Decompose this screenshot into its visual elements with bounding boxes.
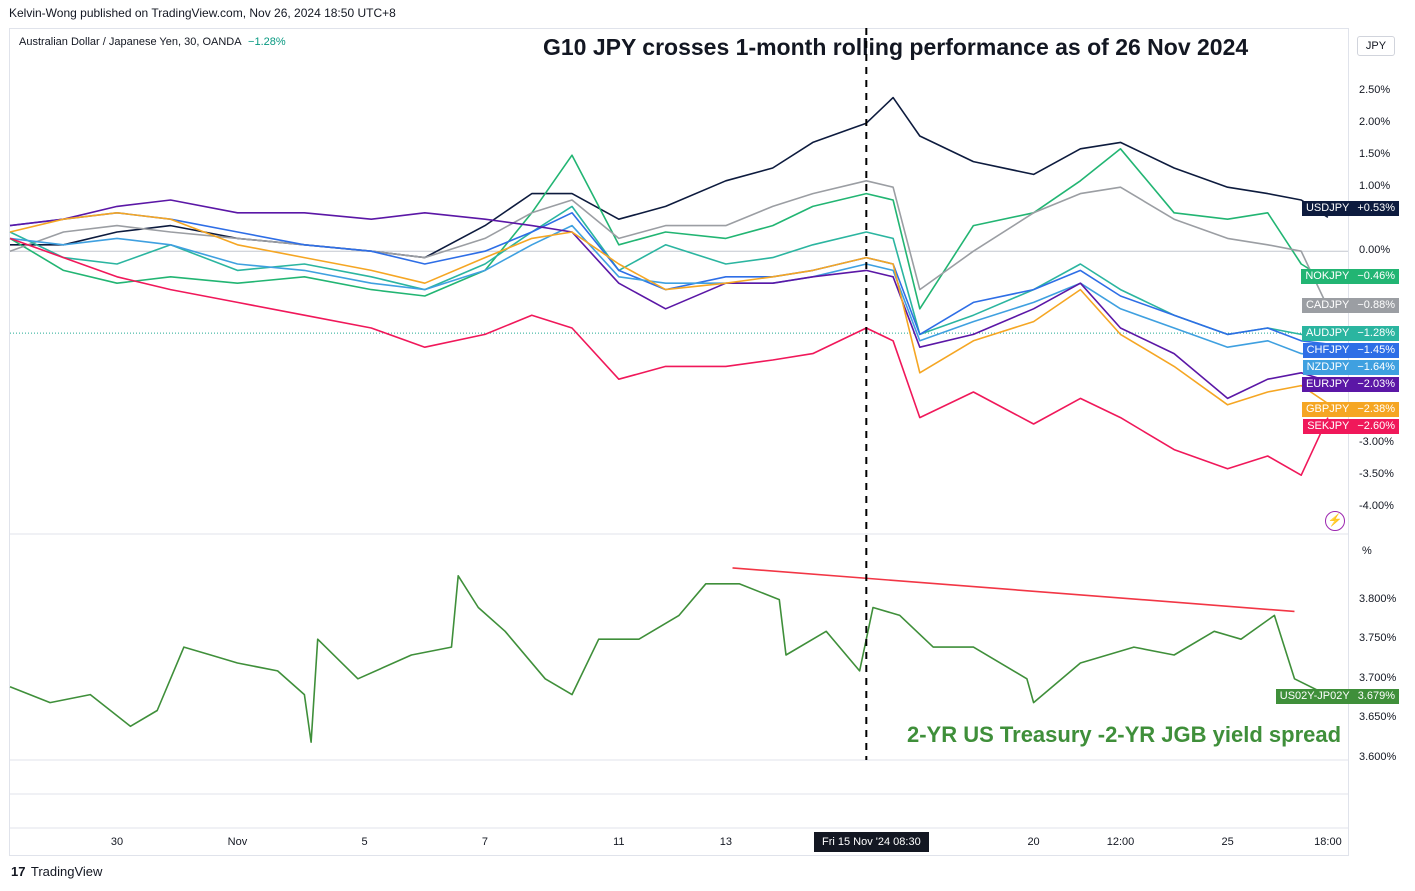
x-tick-label: 13 — [719, 836, 732, 848]
tag-value: −0.88% — [1353, 298, 1399, 313]
series-line-sekjpy — [9, 237, 1329, 477]
y-tick-label: 3.700% — [1359, 671, 1397, 684]
x-tick-label: 5 — [361, 836, 368, 848]
value-tag-chfjpy[interactable]: CHFJPY −1.45% — [1302, 343, 1399, 358]
series-line-eurjpy — [9, 199, 1329, 400]
y-tick-label: 3.600% — [1359, 751, 1397, 763]
lightning-icon[interactable]: ⚡ — [1325, 511, 1345, 531]
tag-value: 3.679% — [1353, 689, 1399, 704]
footer-brand-text: TradingView — [30, 864, 103, 879]
value-tag-eurjpy[interactable]: EURJPY −2.03% — [1301, 377, 1399, 392]
y-tick-label: -3.00% — [1359, 436, 1394, 449]
value-tag-nzdjpy[interactable]: NZDJPY −1.64% — [1302, 360, 1399, 375]
value-tag-sekjpy[interactable]: SEKJPY −2.60% — [1303, 419, 1399, 434]
tag-value: −2.38% — [1353, 402, 1399, 417]
tag-value: −1.28% — [1353, 326, 1399, 341]
publisher-header: Kelvin-Wong published on TradingView.com… — [9, 6, 396, 20]
y-tick-label: 2.00% — [1359, 116, 1391, 129]
spread-annotation: 2-YR US Treasury -2-YR JGB yield spread — [907, 722, 1342, 747]
series-line-chfjpy — [9, 212, 1328, 345]
tag-symbol: AUDJPY — [1301, 326, 1354, 341]
symbol-name: Australian Dollar / Japanese Yen, 30, OA… — [19, 36, 241, 48]
value-tag-us02y-jp02y[interactable]: US02Y-JP02Y 3.679% — [1275, 689, 1399, 704]
tag-value: −1.64% — [1353, 360, 1399, 375]
tag-symbol: CHFJPY — [1302, 343, 1354, 358]
x-tick-label: 7 — [481, 836, 489, 848]
value-tag-gbpjpy[interactable]: GBPJPY −2.38% — [1301, 402, 1399, 417]
tag-symbol: NZDJPY — [1302, 360, 1354, 375]
tag-symbol: GBPJPY — [1301, 402, 1354, 417]
y-tick-label: -3.50% — [1359, 468, 1394, 481]
chart-frame — [9, 28, 1349, 856]
tag-value: −2.60% — [1353, 419, 1399, 434]
tag-value: +0.53% — [1353, 201, 1399, 216]
resistance-trendline — [732, 567, 1295, 613]
tradingview-logo-icon: 17 — [11, 864, 26, 879]
x-cursor-label: Fri 15 Nov '24 08:30 — [814, 832, 929, 852]
value-tag-cadjpy[interactable]: CADJPY −0.88% — [1301, 298, 1399, 313]
x-tick-label: Nov — [227, 836, 248, 848]
y-tick-label: 2.50% — [1359, 84, 1391, 97]
tag-symbol: USDJPY — [1301, 201, 1354, 216]
y-tick-label: -4.00% — [1359, 500, 1394, 513]
y-tick-label: 0.00% — [1359, 244, 1391, 257]
y-tick-label: 3.750% — [1359, 632, 1397, 645]
value-tag-usdjpy[interactable]: USDJPY +0.53% — [1301, 201, 1399, 216]
value-tag-audjpy[interactable]: AUDJPY −1.28% — [1301, 326, 1399, 341]
y-tick-label: 3.800% — [1359, 592, 1397, 605]
symbol-line[interactable]: Australian Dollar / Japanese Yen, 30, OA… — [19, 36, 286, 48]
x-tick-label: 12:00 — [1106, 836, 1135, 848]
chart-title: G10 JPY crosses 1-month rolling performa… — [543, 34, 1249, 60]
tag-symbol: NOKJPY — [1301, 269, 1354, 284]
value-tag-nokjpy[interactable]: NOKJPY −0.46% — [1301, 269, 1399, 284]
y-tick-label: 3.650% — [1359, 711, 1397, 724]
footer-brand[interactable]: 17 TradingView — [11, 864, 102, 879]
tag-value: −0.46% — [1353, 269, 1399, 284]
symbol-change: −1.28% — [248, 36, 286, 48]
tag-symbol: CADJPY — [1301, 298, 1354, 313]
tag-symbol: US02Y-JP02Y — [1275, 689, 1354, 704]
x-tick-label: 30 — [110, 836, 124, 848]
tag-value: −1.45% — [1353, 343, 1399, 358]
x-tick-label: 25 — [1221, 836, 1234, 848]
x-tick-label: 18:00 — [1314, 836, 1342, 848]
series-line-cadjpy — [9, 180, 1329, 308]
tag-symbol: SEKJPY — [1303, 419, 1354, 434]
series-line-nokjpy — [9, 148, 1329, 310]
price-scale-currency[interactable]: JPY — [1357, 36, 1395, 56]
y-tick-label: 1.50% — [1359, 148, 1391, 161]
series-line-gbpjpy — [9, 212, 1329, 406]
tag-symbol: EURJPY — [1301, 377, 1354, 392]
series-line-spread — [9, 574, 1329, 744]
x-tick-label: 20 — [1027, 836, 1040, 848]
lower-scale-unit: % — [1362, 545, 1372, 557]
y-tick-label: 1.00% — [1359, 180, 1391, 193]
x-tick-label: 11 — [613, 836, 625, 848]
tag-value: −2.03% — [1353, 377, 1399, 392]
